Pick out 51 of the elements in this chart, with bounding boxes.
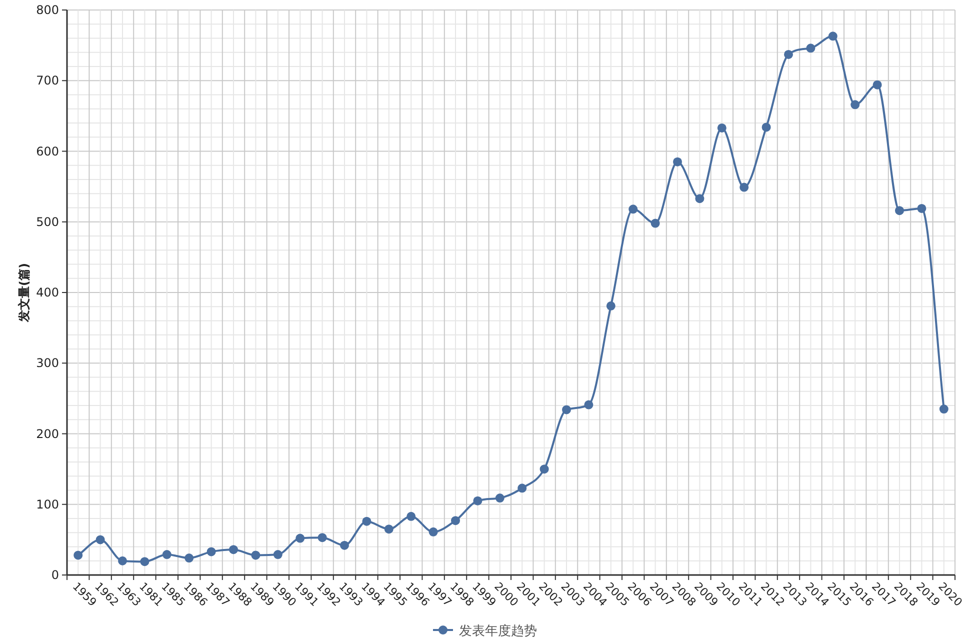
y-tick-label: 400	[36, 286, 59, 300]
y-tick-label: 700	[36, 74, 59, 88]
y-tick-label: 600	[36, 144, 59, 158]
y-tick-label: 0	[51, 568, 59, 582]
point	[784, 50, 793, 59]
point	[673, 157, 682, 166]
point	[740, 182, 749, 192]
point	[562, 405, 571, 414]
point	[340, 540, 349, 550]
point	[74, 550, 83, 560]
point	[318, 533, 327, 542]
point	[96, 535, 105, 544]
y-tick-label: 200	[36, 426, 59, 441]
point	[895, 206, 904, 216]
point	[184, 554, 194, 563]
point	[828, 32, 838, 41]
point	[518, 484, 527, 493]
point	[273, 550, 282, 560]
legend-label: 发表年度趋势	[459, 623, 537, 639]
point	[451, 516, 460, 526]
point	[118, 556, 127, 566]
point	[650, 218, 660, 228]
y-tick-label: 300	[36, 356, 59, 370]
point	[540, 464, 549, 474]
point	[362, 516, 372, 526]
point	[606, 301, 616, 310]
point	[717, 123, 726, 132]
y-tick-label: 800	[36, 3, 59, 17]
point	[695, 194, 704, 204]
point	[939, 404, 948, 414]
y-tick-label: 100	[36, 497, 59, 512]
y-axis-title: 发文量(篇)	[17, 263, 31, 323]
point	[917, 204, 926, 213]
point	[251, 550, 260, 560]
point	[872, 80, 882, 90]
point	[406, 512, 416, 521]
point	[762, 122, 771, 132]
point	[806, 44, 816, 53]
point	[628, 204, 638, 214]
y-tick-label: 500	[36, 214, 59, 229]
point	[206, 547, 216, 556]
point	[384, 524, 394, 534]
point	[473, 496, 482, 506]
point	[584, 400, 594, 410]
point	[140, 557, 150, 566]
point	[296, 534, 305, 543]
point	[229, 545, 238, 554]
point	[428, 527, 438, 536]
point	[162, 550, 172, 560]
point	[850, 100, 860, 110]
point	[495, 494, 504, 503]
